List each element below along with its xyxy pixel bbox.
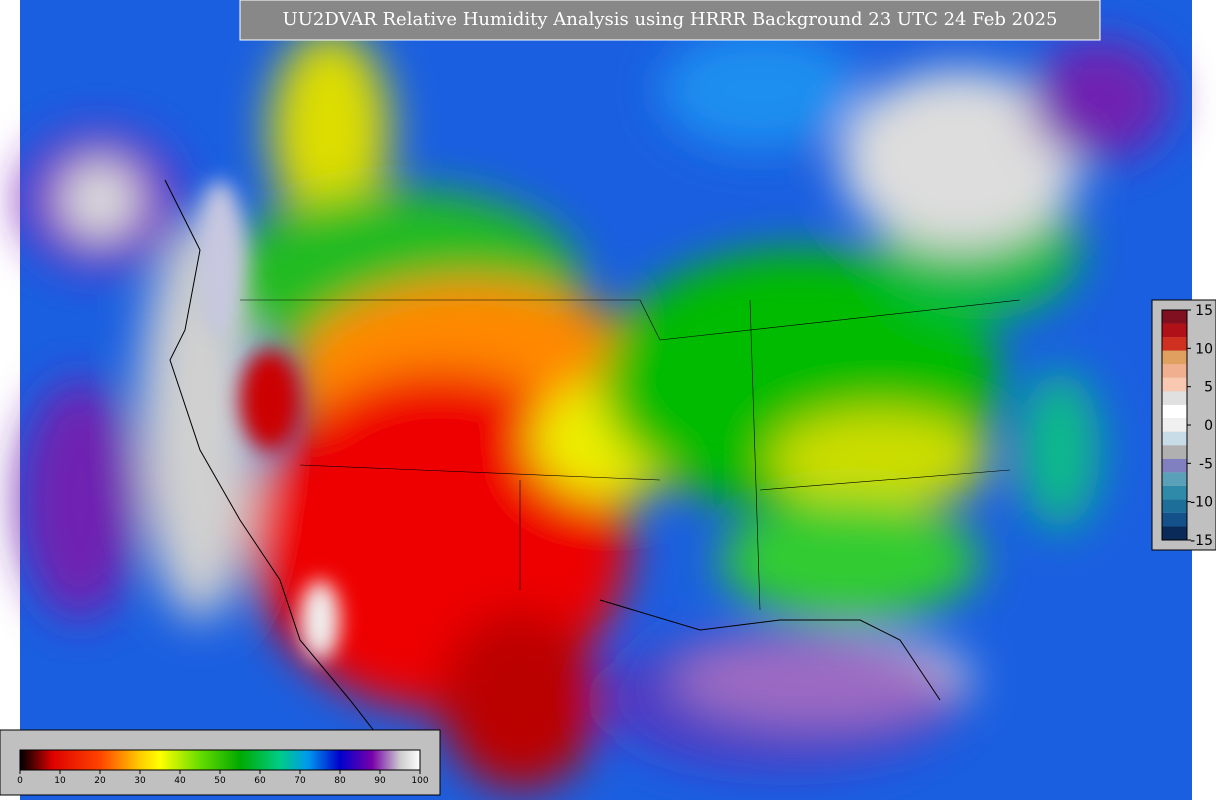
- diff-colorbar: 15 10 5 0 -5 -10 -15: [1151, 299, 1216, 551]
- humidity-map: [20, 0, 1192, 800]
- tick-label: 100: [411, 776, 428, 786]
- color-swatch: [1162, 512, 1187, 527]
- color-swatch: [1162, 310, 1187, 324]
- tick-label: 80: [334, 776, 346, 786]
- tick-label: -15: [1190, 533, 1213, 549]
- color-swatch: [1162, 458, 1187, 473]
- color-swatch: [1162, 485, 1187, 500]
- tick-label: 15: [1195, 303, 1213, 319]
- tick-label: 70: [294, 776, 306, 786]
- color-swatch: [1162, 418, 1187, 432]
- color-swatch: [1162, 364, 1187, 378]
- tick-label: 10: [54, 776, 66, 786]
- color-swatch: [1162, 472, 1187, 486]
- color-swatch: [1162, 377, 1187, 392]
- color-swatch: [1162, 431, 1187, 446]
- tick-label: 40: [174, 776, 186, 786]
- rh-colorbar: 0 10 20 30 40 50 60 70 80 90 100: [0, 729, 441, 796]
- color-swatch: [1162, 499, 1187, 513]
- color-swatch: [1162, 337, 1187, 351]
- tick-label: 5: [1204, 380, 1213, 396]
- color-swatch: [1162, 526, 1187, 540]
- tick-label: 0: [1204, 418, 1213, 434]
- tick-label: 30: [134, 776, 146, 786]
- tick-label: -10: [1190, 495, 1213, 511]
- map-title: UU2DVAR Relative Humidity Analysis using…: [283, 9, 1058, 30]
- tick-label: 20: [94, 776, 106, 786]
- tick-label: 50: [214, 776, 226, 786]
- color-swatch: [1162, 445, 1187, 459]
- tick-label: 60: [254, 776, 266, 786]
- tick-label: 0: [17, 776, 23, 786]
- tick-label: -5: [1199, 456, 1213, 472]
- color-swatch: [1162, 404, 1187, 419]
- tick-label: 90: [374, 776, 386, 786]
- title-box: [239, 0, 1101, 41]
- color-swatch: [1162, 323, 1187, 338]
- tick-label: 10: [1195, 341, 1213, 357]
- color-swatch: [1162, 391, 1187, 405]
- color-swatch: [1162, 350, 1187, 365]
